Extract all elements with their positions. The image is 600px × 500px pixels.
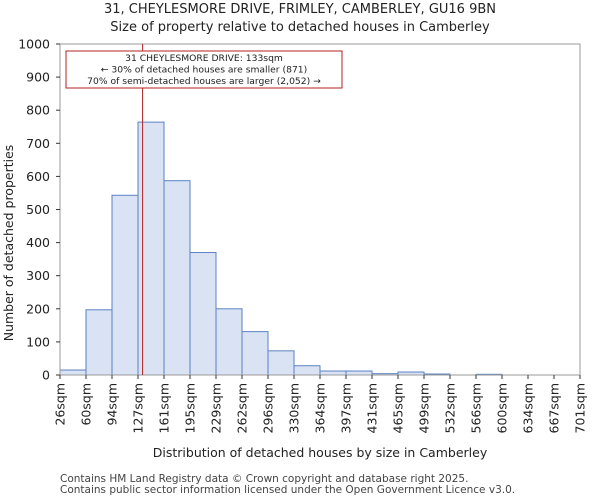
x-tick-label: 26sqm — [53, 383, 68, 426]
y-tick-label: 700 — [26, 136, 50, 151]
bar-330sqm — [293, 365, 321, 376]
bar-26sqm — [59, 369, 87, 376]
annotation-line-1: 31 CHEYLESMORE DRIVE: 133sqm — [125, 53, 283, 64]
y-axis-label: Number of detached properties — [1, 145, 16, 342]
x-tick-label: 229sqm — [209, 383, 224, 433]
y-tick-label: 300 — [26, 268, 50, 283]
x-tick-label: 634sqm — [521, 383, 536, 433]
y-tick-label: 400 — [26, 235, 50, 250]
bar-60sqm — [85, 309, 113, 376]
y-tick-label: 600 — [26, 169, 50, 184]
x-tick-label: 127sqm — [131, 383, 146, 433]
annotation-line-2: ← 30% of detached houses are smaller (87… — [101, 65, 307, 76]
bar-127sqm — [137, 121, 165, 376]
chart-subtitle: Size of property relative to detached ho… — [110, 20, 490, 35]
bar-296sqm — [267, 350, 295, 376]
y-tick-label: 200 — [26, 301, 50, 316]
y-tick-label: 900 — [26, 70, 50, 85]
annotation-line-3: 70% of semi-detached houses are larger (… — [87, 76, 321, 87]
axes-group: 0 100 200 300 400 500 600 700 800 900 1000 26sqm 60s… — [18, 37, 587, 434]
footer-line-1: Contains HM Land Registry data © Crown c… — [60, 473, 469, 485]
bars-group — [59, 121, 503, 376]
chart-title: 31, CHEYLESMORE DRIVE, FRIMLEY, CAMBERLE… — [103, 2, 496, 17]
marker-group: 31 CHEYLESMORE DRIVE: 133sqm← 30% of det… — [65, 44, 343, 375]
x-tick-label: 161sqm — [157, 383, 172, 433]
y-tick-label: 1000 — [18, 37, 50, 52]
bar-229sqm — [215, 308, 243, 376]
x-tick-label: 499sqm — [417, 383, 432, 433]
x-tick-label: 431sqm — [365, 383, 380, 433]
x-tick-label: 566sqm — [469, 383, 484, 433]
y-tick-label: 100 — [26, 334, 50, 349]
x-tick-label: 330sqm — [287, 383, 302, 433]
x-tick-label: 60sqm — [79, 383, 94, 426]
footer-line-2: Contains public sector information licen… — [60, 484, 516, 496]
x-tick-label: 262sqm — [235, 383, 250, 433]
bar-195sqm — [189, 252, 217, 376]
y-tick-label: 500 — [26, 202, 50, 217]
x-tick-label: 364sqm — [313, 383, 328, 433]
x-axis-label: Distribution of detached houses by size … — [153, 445, 488, 460]
bar-364sqm — [319, 370, 347, 376]
x-tick-label: 397sqm — [339, 383, 354, 433]
y-tick-label: 0 — [42, 368, 50, 383]
bar-161sqm — [163, 180, 191, 376]
x-tick-label: 94sqm — [105, 383, 120, 426]
x-tick-label: 465sqm — [391, 383, 406, 433]
x-tick-label: 600sqm — [495, 383, 510, 433]
x-tick-label: 701sqm — [573, 383, 588, 433]
bar-397sqm — [345, 370, 373, 376]
bar-94sqm — [111, 194, 139, 376]
y-tick-label: 800 — [26, 103, 50, 118]
x-tick-label: 532sqm — [443, 383, 458, 433]
annotation-box — [65, 50, 343, 89]
bar-262sqm — [241, 331, 269, 376]
x-tick-label: 296sqm — [261, 383, 276, 433]
x-tick-label: 667sqm — [547, 383, 562, 433]
x-tick-label: 195sqm — [183, 383, 198, 433]
